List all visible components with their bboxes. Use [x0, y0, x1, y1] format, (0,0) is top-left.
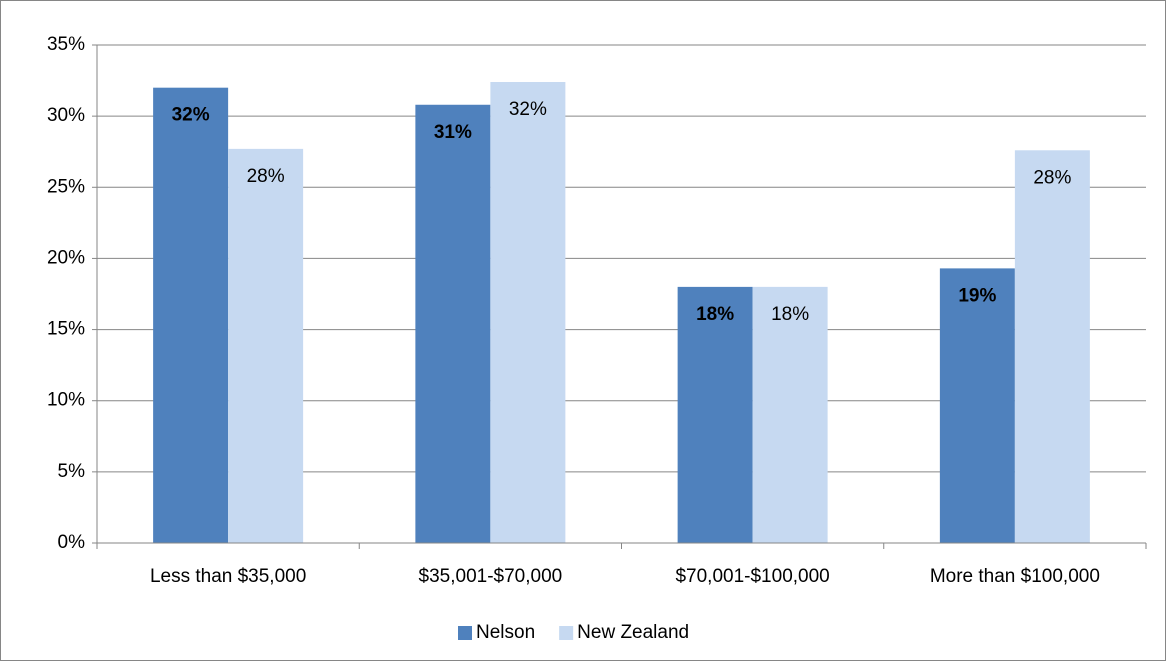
- x-tick-label: Less than $35,000: [150, 566, 306, 587]
- legend-swatch: [559, 626, 574, 640]
- x-tick-label: $70,001-$100,000: [675, 566, 829, 587]
- bar: [415, 104, 491, 543]
- y-tick-label: 20%: [47, 247, 85, 268]
- legend-label: Nelson: [476, 622, 535, 643]
- bar: [677, 286, 753, 543]
- bar: [490, 81, 566, 543]
- y-tick-label: 0%: [58, 532, 86, 553]
- y-tick-label: 5%: [58, 461, 86, 482]
- bar: [752, 286, 828, 543]
- bar: [1014, 150, 1090, 543]
- y-tick-label: 10%: [47, 390, 85, 411]
- data-label: 31%: [434, 122, 472, 143]
- data-label: 28%: [1033, 167, 1071, 188]
- y-tick-label: 15%: [47, 319, 85, 340]
- data-label: 32%: [172, 105, 210, 126]
- x-tick-label: $35,001-$70,000: [419, 566, 563, 587]
- data-label: 18%: [771, 304, 809, 325]
- legend-swatch: [458, 626, 472, 640]
- bar: [153, 87, 229, 543]
- data-label: 32%: [509, 99, 547, 120]
- bar: [228, 148, 304, 543]
- y-tick-label: 30%: [47, 105, 85, 126]
- y-tick-label: 35%: [47, 34, 85, 55]
- bar: [939, 268, 1015, 543]
- data-label: 18%: [696, 304, 734, 325]
- data-label: 28%: [247, 166, 285, 187]
- legend-label: New Zealand: [577, 622, 689, 643]
- data-label: 19%: [958, 285, 996, 306]
- y-tick-label: 25%: [47, 176, 85, 197]
- x-tick-label: More than $100,000: [930, 566, 1100, 587]
